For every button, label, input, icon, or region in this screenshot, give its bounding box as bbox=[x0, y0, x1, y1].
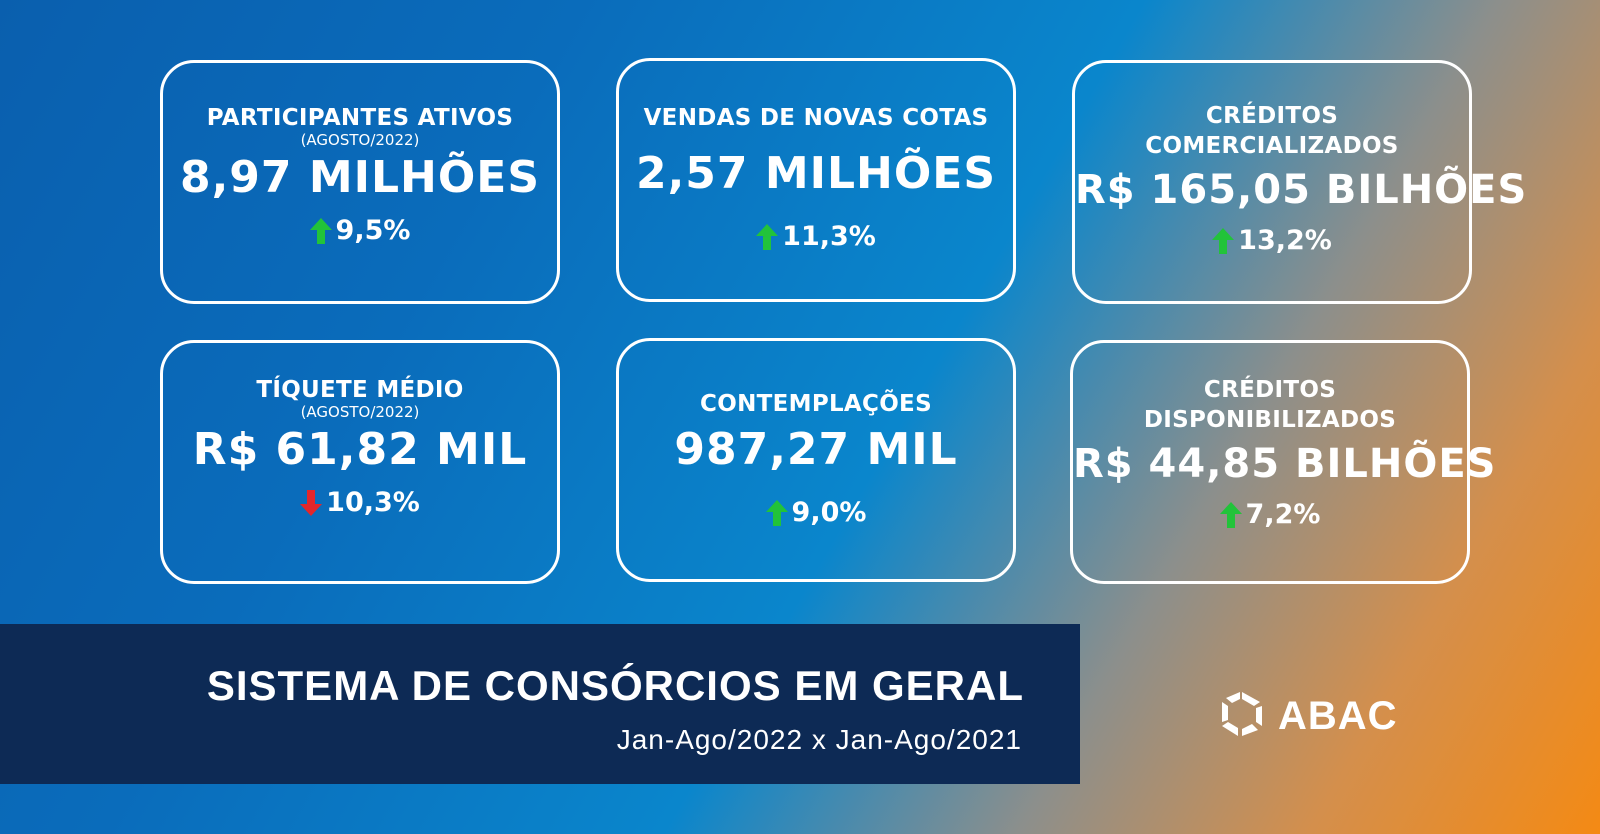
card-creditos-disponibilizados: CRÉDITOS DISPONIBILIZADOS R$ 44,85 BILHÕ… bbox=[1070, 340, 1497, 584]
card-change: 10,3% bbox=[300, 487, 420, 519]
abac-logo-text: ABAC bbox=[1278, 693, 1398, 738]
card-vendas-novas-cotas: VENDAS DE NOVAS COTAS 2,57 MILHÕES 11,3% bbox=[616, 58, 1016, 302]
card-change-value: 11,3% bbox=[782, 221, 876, 252]
card-title: CONTEMPLAÇÕES bbox=[700, 391, 932, 417]
abac-logo-icon bbox=[1218, 690, 1266, 742]
banner-period: Jan-Ago/2022 x Jan-Ago/2021 bbox=[616, 724, 1022, 755]
card-title: CRÉDITOS bbox=[1205, 103, 1339, 129]
card-title: TÍQUETE MÉDIO bbox=[256, 377, 464, 403]
card-value: 987,27 MIL bbox=[674, 424, 958, 475]
card-change-value: 7,2% bbox=[1245, 499, 1321, 530]
card-subtitle: (AGOSTO/2022) bbox=[300, 131, 420, 149]
abac-logo: ABAC bbox=[1218, 690, 1398, 742]
card-title-line2: COMERCIALIZADOS bbox=[1145, 133, 1399, 159]
arrow-up-icon bbox=[765, 500, 788, 526]
arrow-up-icon bbox=[756, 224, 779, 250]
card-change-value: 9,5% bbox=[335, 215, 411, 246]
card-title-line2: DISPONIBILIZADOS bbox=[1143, 407, 1397, 433]
card-value: R$ 165,05 BILHÕES bbox=[1075, 167, 1528, 213]
arrow-up-icon bbox=[1212, 228, 1235, 254]
card-change: 7,2% bbox=[1219, 499, 1321, 531]
card-change: 9,5% bbox=[309, 215, 411, 247]
arrow-down-icon bbox=[300, 490, 323, 516]
card-contemplacoes: CONTEMPLAÇÕES 987,27 MIL 9,0% bbox=[616, 338, 1016, 582]
card-change-value: 10,3% bbox=[326, 487, 420, 518]
card-participantes-ativos: PARTICIPANTES ATIVOS (AGOSTO/2022) 8,97 … bbox=[160, 60, 560, 304]
card-title: PARTICIPANTES ATIVOS bbox=[206, 105, 514, 131]
card-creditos-comercializados: CRÉDITOS COMERCIALIZADOS R$ 165,05 BILHÕ… bbox=[1072, 60, 1528, 304]
card-value: 8,97 MILHÕES bbox=[179, 152, 541, 203]
card-subtitle: (AGOSTO/2022) bbox=[300, 403, 420, 421]
card-value: R$ 44,85 BILHÕES bbox=[1073, 441, 1497, 487]
card-title: VENDAS DE NOVAS COTAS bbox=[643, 105, 989, 131]
card-change: 11,3% bbox=[756, 221, 876, 253]
card-value: R$ 61,82 MIL bbox=[192, 424, 528, 475]
arrow-up-icon bbox=[1219, 502, 1242, 528]
arrow-up-icon bbox=[309, 218, 332, 244]
card-title: CRÉDITOS bbox=[1203, 377, 1337, 403]
card-change: 13,2% bbox=[1212, 225, 1332, 257]
banner-title: SISTEMA DE CONSÓRCIOS EM GERAL bbox=[206, 662, 1024, 709]
card-value: 2,57 MILHÕES bbox=[635, 148, 997, 199]
card-change-value: 9,0% bbox=[791, 497, 867, 528]
card-change: 9,0% bbox=[765, 497, 867, 529]
footer-banner: SISTEMA DE CONSÓRCIOS EM GERAL Jan-Ago/2… bbox=[0, 624, 1080, 784]
card-tiquete-medio: TÍQUETE MÉDIO (AGOSTO/2022) R$ 61,82 MIL… bbox=[160, 340, 560, 584]
card-change-value: 13,2% bbox=[1238, 225, 1332, 256]
